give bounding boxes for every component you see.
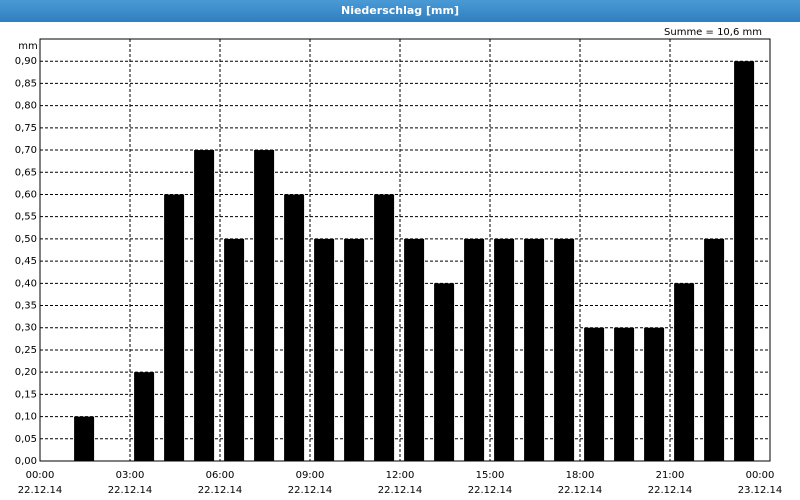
x-tick-label: 18:00 (566, 470, 595, 481)
y-tick-label: 0,90 (15, 56, 37, 67)
y-tick-label: 0,05 (15, 434, 37, 445)
bar (374, 194, 395, 461)
annotation: Summe = 10,6 mm (664, 27, 762, 38)
bar (554, 238, 575, 461)
bar (164, 194, 185, 461)
y-tick-label: 0,70 (15, 145, 37, 156)
bar (314, 238, 335, 461)
x-tick-label: 06:00 (206, 470, 235, 481)
y-tick-label: 0,30 (15, 323, 37, 334)
bar (434, 283, 455, 461)
x-tick-date: 22.12.14 (18, 485, 63, 496)
y-tick-label: 0,35 (15, 301, 37, 312)
x-tick-date: 22.12.14 (648, 485, 693, 496)
bar (284, 194, 305, 461)
bar (134, 372, 155, 461)
y-tick-label: 0,15 (15, 389, 37, 400)
bar (344, 238, 365, 461)
y-tick-label: 0,40 (15, 278, 37, 289)
x-tick-date: 22.12.14 (288, 485, 333, 496)
x-tick-label: 00:00 (746, 470, 775, 481)
y-tick-label: 0,75 (15, 123, 37, 134)
y-tick-label: 0,45 (15, 256, 37, 267)
x-tick-date: 22.12.14 (108, 485, 153, 496)
y-tick-label: 0,20 (15, 367, 37, 378)
bar (614, 327, 635, 461)
y-axis-label: mm (18, 41, 37, 52)
x-tick-label: 09:00 (296, 470, 325, 481)
bar (464, 238, 485, 461)
y-tick-label: 0,50 (15, 234, 37, 245)
y-tick-label: 0,85 (15, 78, 37, 89)
x-tick-label: 12:00 (386, 470, 415, 481)
x-tick-date: 23.12.14 (738, 485, 783, 496)
x-tick-date: 22.12.14 (378, 485, 423, 496)
y-tick-label: 0,65 (15, 167, 37, 178)
bar (674, 283, 695, 461)
bar (524, 238, 545, 461)
bar (494, 238, 515, 461)
bar (734, 61, 755, 462)
y-tick-label: 0,10 (15, 412, 37, 423)
x-tick-label: 03:00 (116, 470, 145, 481)
bar (74, 416, 95, 461)
bar (404, 238, 425, 461)
bar (254, 150, 275, 462)
bar (704, 238, 725, 461)
chart-title: Niederschlag [mm] (0, 0, 800, 22)
y-tick-label: 0,55 (15, 212, 37, 223)
x-tick-date: 22.12.14 (198, 485, 243, 496)
x-tick-date: 22.12.14 (468, 485, 513, 496)
y-tick-label: 0,25 (15, 345, 37, 356)
x-tick-label: 00:00 (26, 470, 55, 481)
bar (584, 327, 605, 461)
y-tick-label: 0,00 (15, 456, 37, 467)
bar (194, 150, 215, 462)
x-tick-label: 15:00 (476, 470, 505, 481)
x-tick-date: 22.12.14 (558, 485, 603, 496)
bar (224, 238, 245, 461)
y-tick-label: 0,60 (15, 189, 37, 200)
bar (644, 327, 665, 461)
x-tick-label: 21:00 (656, 470, 685, 481)
y-tick-label: 0,80 (15, 101, 37, 112)
